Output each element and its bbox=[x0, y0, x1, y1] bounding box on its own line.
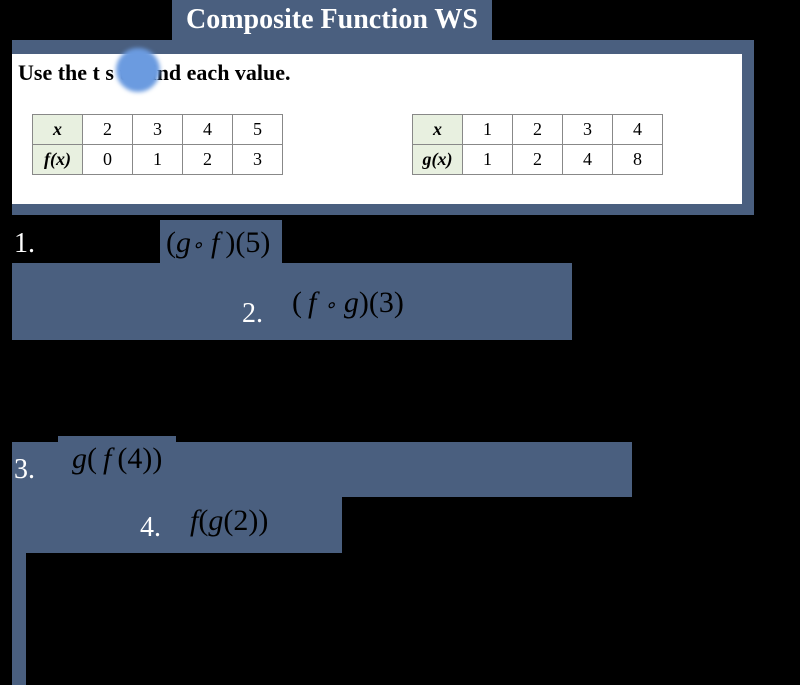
trailing-bar bbox=[12, 553, 26, 685]
table-cell: 5 bbox=[233, 115, 283, 145]
question-2-number: 2. bbox=[242, 298, 263, 330]
table-cell: 3 bbox=[133, 115, 183, 145]
question-1-expression: (g∘ f )(5) bbox=[160, 220, 282, 266]
table-cell: 3 bbox=[233, 145, 283, 175]
table-row: x 2 3 4 5 bbox=[33, 115, 283, 145]
table-row: g(x) 1 2 4 8 bbox=[413, 145, 663, 175]
table-cell: 3 bbox=[563, 115, 613, 145]
table-cell: 0 bbox=[83, 145, 133, 175]
table-f: x 2 3 4 5 f(x) 0 1 2 3 bbox=[32, 114, 283, 175]
question-3-expression: g( f (4)) bbox=[58, 436, 176, 482]
laser-pointer-dot bbox=[116, 48, 160, 92]
table-cell: 4 bbox=[183, 115, 233, 145]
question-4-expression: f(g(2)) bbox=[180, 498, 278, 544]
table-cell: 4 bbox=[563, 145, 613, 175]
question-1-number: 1. bbox=[14, 228, 35, 260]
table-header-gx: g(x) bbox=[413, 145, 463, 175]
worksheet-card: Use the t s to find each value. x 2 3 4 … bbox=[12, 40, 754, 215]
table-cell: 2 bbox=[83, 115, 133, 145]
table-cell: 1 bbox=[463, 115, 513, 145]
table-cell: 8 bbox=[613, 145, 663, 175]
table-cell: 2 bbox=[513, 145, 563, 175]
question-2-expression: ( f ∘ g)(3) bbox=[284, 280, 412, 326]
table-g: x 1 2 3 4 g(x) 1 2 4 8 bbox=[412, 114, 663, 175]
table-cell: 2 bbox=[513, 115, 563, 145]
worksheet-inner: Use the t s to find each value. x 2 3 4 … bbox=[12, 54, 742, 204]
table-header-fx: f(x) bbox=[33, 145, 83, 175]
table-cell: 1 bbox=[463, 145, 513, 175]
page-title: Composite Function WS bbox=[172, 0, 492, 40]
table-cell: 2 bbox=[183, 145, 233, 175]
table-header-x: x bbox=[413, 115, 463, 145]
table-row: f(x) 0 1 2 3 bbox=[33, 145, 283, 175]
question-4-number: 4. bbox=[140, 512, 161, 544]
table-header-x: x bbox=[33, 115, 83, 145]
table-cell: 1 bbox=[133, 145, 183, 175]
table-row: x 1 2 3 4 bbox=[413, 115, 663, 145]
question-4-bar bbox=[12, 497, 342, 553]
table-cell: 4 bbox=[613, 115, 663, 145]
question-3-number: 3. bbox=[14, 454, 35, 486]
